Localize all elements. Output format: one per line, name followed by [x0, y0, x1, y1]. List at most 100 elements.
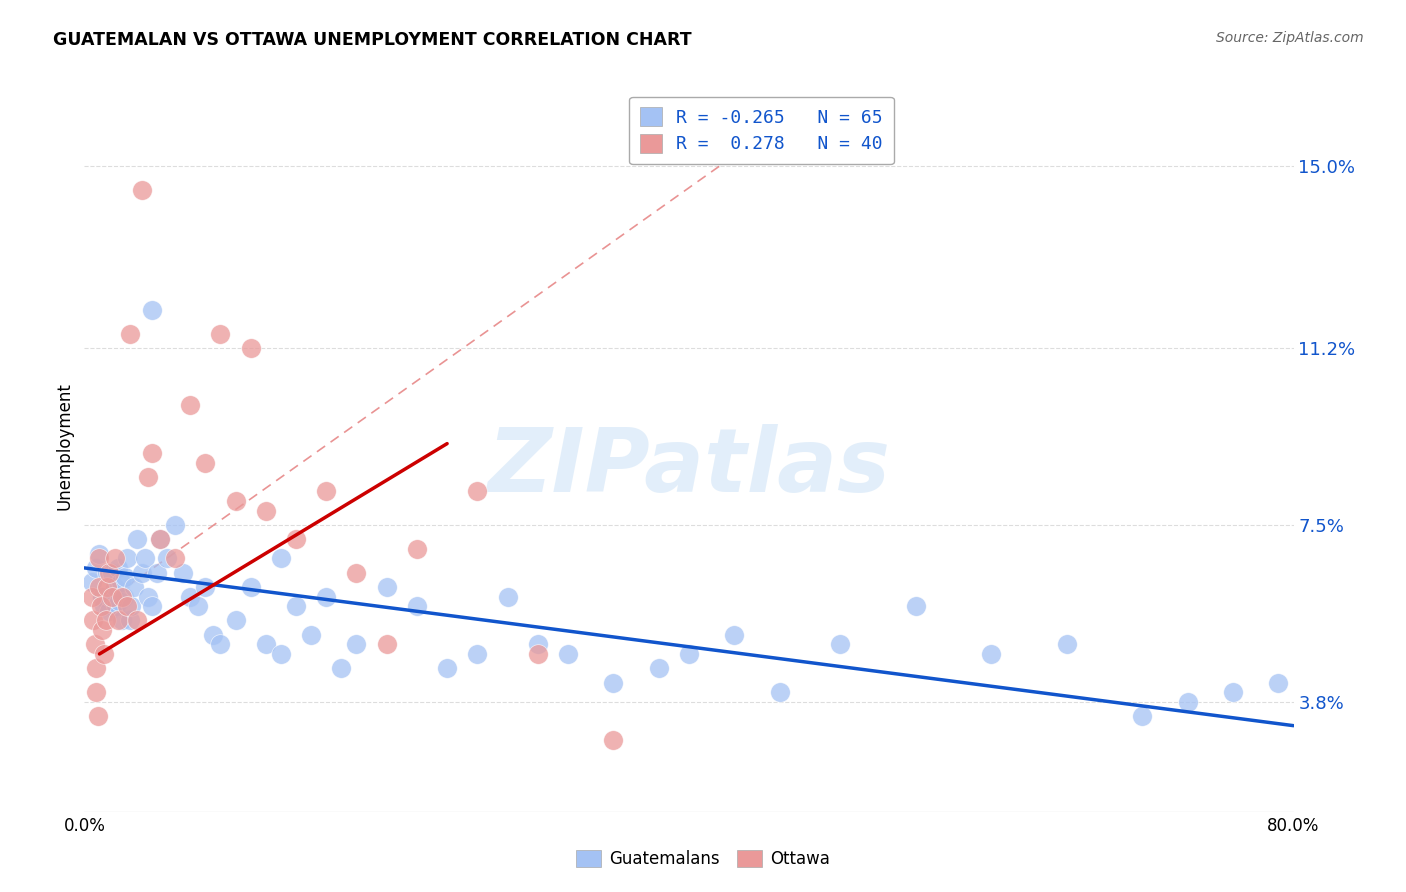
Point: [118, 614, 141, 628]
Point: [149, 533, 172, 547]
Point: [114, 570, 136, 584]
Point: [156, 551, 179, 566]
Point: [194, 456, 217, 470]
Point: [100, 590, 122, 604]
Point: [496, 590, 519, 604]
Point: [141, 446, 163, 460]
Point: [104, 551, 127, 566]
Point: [201, 628, 224, 642]
Point: [141, 599, 163, 614]
Point: [1130, 709, 1153, 723]
Point: [209, 326, 232, 341]
Point: [225, 494, 247, 508]
Point: [254, 637, 277, 651]
Point: [94, 614, 117, 628]
Point: [97, 604, 120, 618]
Point: [131, 183, 153, 197]
Point: [375, 580, 398, 594]
Point: [209, 637, 232, 651]
Point: [330, 661, 353, 675]
Point: [127, 614, 149, 628]
Point: [105, 599, 128, 614]
Point: [375, 637, 398, 651]
Point: [270, 551, 292, 566]
Point: [80, 590, 103, 604]
Point: [84, 637, 107, 651]
Point: [96, 566, 118, 580]
Point: [179, 398, 201, 412]
Point: [406, 599, 429, 614]
Point: [90, 599, 112, 614]
Point: [146, 566, 169, 580]
Point: [111, 614, 134, 628]
Point: [107, 561, 129, 575]
Point: [91, 623, 114, 637]
Text: GUATEMALAN VS OTTAWA UNEMPLOYMENT CORRELATION CHART: GUATEMALAN VS OTTAWA UNEMPLOYMENT CORREL…: [53, 31, 692, 49]
Point: [96, 580, 118, 594]
Point: [115, 551, 138, 566]
Point: [165, 517, 187, 532]
Point: [112, 590, 135, 604]
Point: [239, 341, 262, 355]
Point: [89, 547, 111, 561]
Point: [270, 647, 292, 661]
Point: [93, 647, 115, 661]
Point: [436, 661, 458, 675]
Point: [108, 594, 131, 608]
Point: [80, 575, 103, 590]
Point: [149, 533, 172, 547]
Point: [830, 637, 852, 651]
Point: [602, 733, 624, 747]
Point: [172, 566, 194, 580]
Point: [904, 599, 927, 614]
Point: [131, 566, 153, 580]
Point: [107, 614, 129, 628]
Point: [136, 470, 159, 484]
Point: [115, 599, 138, 614]
Point: [120, 599, 142, 614]
Point: [93, 599, 115, 614]
Point: [346, 566, 368, 580]
Point: [89, 551, 111, 566]
Point: [97, 566, 120, 580]
Point: [1267, 675, 1289, 690]
Point: [299, 628, 322, 642]
Point: [315, 590, 337, 604]
Point: [194, 580, 217, 594]
Point: [122, 580, 145, 594]
Point: [104, 580, 127, 594]
Point: [98, 590, 121, 604]
Point: [285, 533, 308, 547]
Point: [136, 590, 159, 604]
Point: [285, 599, 308, 614]
Point: [467, 484, 489, 499]
Legend: R = -0.265   N = 65, R =  0.278   N = 40: R = -0.265 N = 65, R = 0.278 N = 40: [630, 96, 894, 164]
Point: [980, 647, 1002, 661]
Point: [254, 503, 277, 517]
Point: [648, 661, 671, 675]
Point: [87, 709, 110, 723]
Point: [769, 685, 792, 699]
Point: [602, 675, 624, 690]
Point: [557, 647, 579, 661]
Point: [187, 599, 209, 614]
Point: [100, 566, 122, 580]
Point: [127, 533, 149, 547]
Point: [527, 637, 550, 651]
Point: [225, 614, 247, 628]
Point: [1222, 685, 1244, 699]
Point: [82, 614, 104, 628]
Legend: Guatemalans, Ottawa: Guatemalans, Ottawa: [569, 843, 837, 875]
Point: [86, 661, 108, 675]
Point: [91, 590, 114, 604]
Point: [141, 302, 163, 317]
Point: [406, 541, 429, 556]
Point: [527, 647, 550, 661]
Text: Source: ZipAtlas.com: Source: ZipAtlas.com: [1216, 31, 1364, 45]
Point: [467, 647, 489, 661]
Point: [346, 637, 368, 651]
Point: [179, 590, 201, 604]
Point: [239, 580, 262, 594]
Point: [86, 561, 108, 575]
Point: [118, 326, 141, 341]
